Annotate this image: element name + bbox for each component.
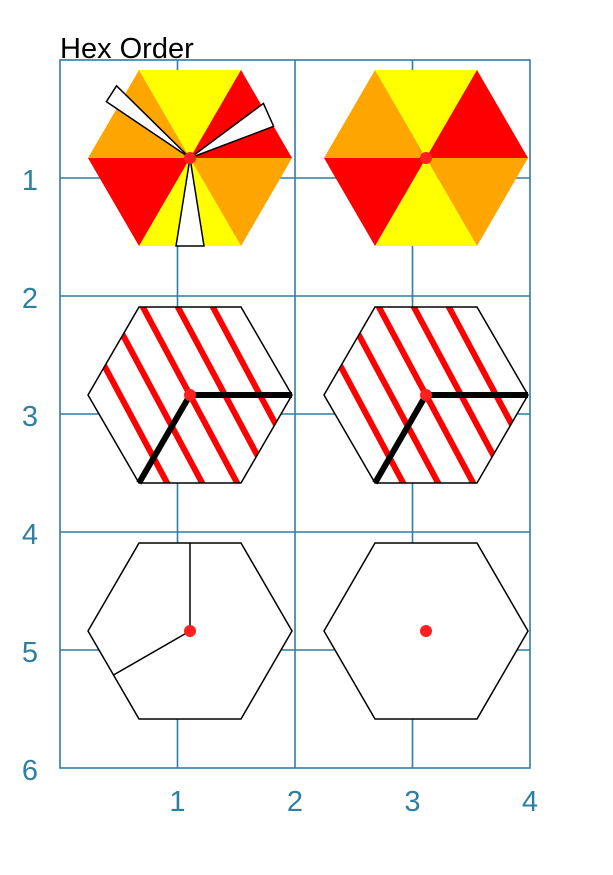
y-tick-label: 5 — [22, 637, 38, 669]
hex-center-dot — [184, 389, 196, 401]
hex-outline-plain — [323, 542, 529, 720]
hex-center-dot — [420, 625, 432, 637]
hex-panels — [87, 70, 529, 720]
hex-hatched-with-spokes-2 — [323, 306, 529, 485]
x-tick-label: 2 — [287, 786, 303, 818]
y-tick-label: 3 — [22, 401, 38, 433]
hex-outline — [87, 306, 293, 484]
hex-gap-wedge — [189, 102, 275, 159]
hex-sector — [190, 158, 292, 246]
hex-sector — [88, 158, 190, 246]
hex-sector — [375, 158, 477, 246]
hex-gap-wedge — [175, 157, 205, 247]
x-tick-label: 4 — [522, 786, 538, 818]
hex-outline-with-spokes — [87, 542, 293, 720]
y-tick-label: 2 — [22, 283, 38, 315]
hex-sector — [324, 70, 426, 158]
y-tick-label: 1 — [22, 165, 38, 197]
hex-center-dot — [184, 625, 196, 637]
hex-sector — [426, 158, 528, 246]
y-tick-label: 4 — [22, 519, 38, 551]
axis-tick-labels: 1 2 3 4 1 2 3 4 5 6 — [22, 165, 538, 818]
x-tick-label: 1 — [169, 786, 185, 818]
y-tick-label: 6 — [22, 755, 38, 787]
hex-hatched-with-spokes — [87, 306, 293, 485]
hex-colored-with-gaps — [88, 70, 292, 247]
hex-center-dot — [420, 152, 432, 164]
hex-sector — [139, 70, 241, 158]
hex-spoke — [136, 393, 193, 485]
hex-sector — [190, 70, 292, 158]
hex-sector — [375, 70, 477, 158]
hex-center-dot — [420, 389, 432, 401]
hex-sector — [324, 158, 426, 246]
hex-center-dot — [184, 152, 196, 164]
hex-sector — [426, 70, 528, 158]
hex-spoke — [372, 393, 429, 485]
hex-spoke — [113, 630, 191, 676]
hatch-line — [88, 307, 183, 483]
hex-outline — [323, 306, 529, 484]
hatch-line — [324, 307, 419, 483]
hex-gap-wedge — [105, 84, 191, 159]
hex-colored — [324, 70, 528, 246]
x-tick-label: 3 — [404, 786, 420, 818]
